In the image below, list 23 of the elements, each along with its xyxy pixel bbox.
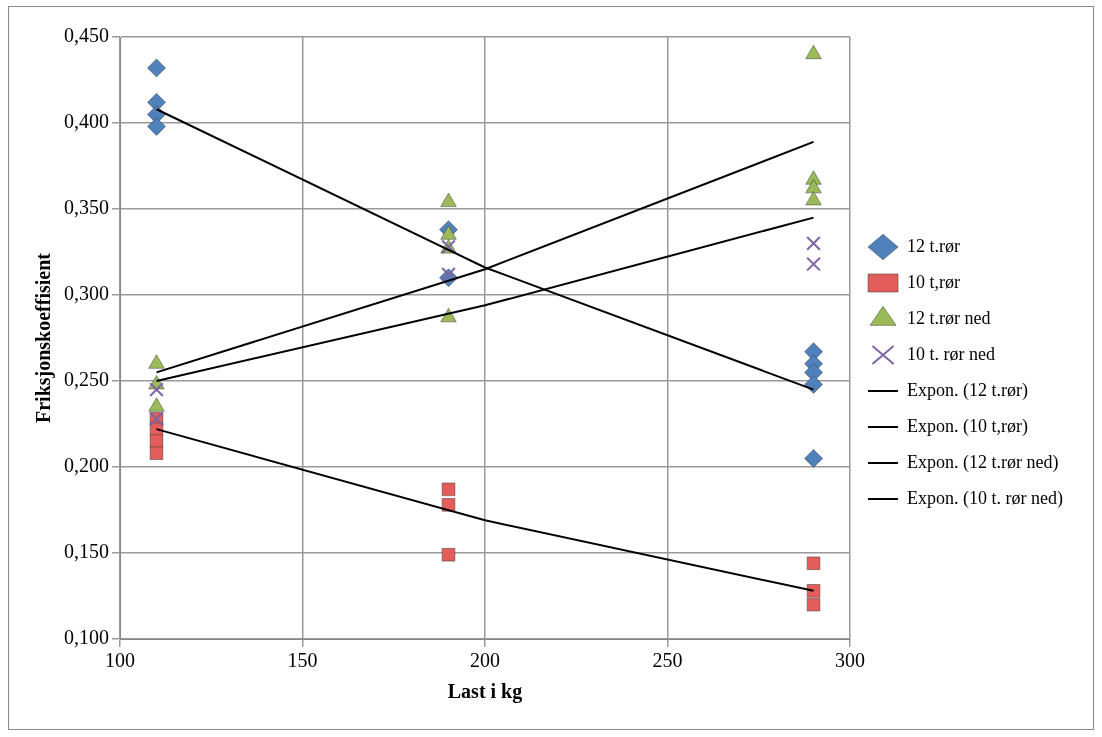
legend-label: Expon. (10 t,rør) bbox=[907, 415, 1029, 437]
x-tick-label: 200 bbox=[470, 649, 501, 672]
y-tick-label: 0,350 bbox=[64, 196, 109, 219]
x-axis-title: Last i kg bbox=[447, 680, 523, 704]
y-tick-label: 0,300 bbox=[64, 282, 109, 305]
y-tick-label: 0,450 bbox=[64, 24, 109, 47]
x-tick-label: 150 bbox=[287, 649, 318, 672]
legend-label: Expon. (12 t.rør ned) bbox=[907, 451, 1059, 473]
y-tick-label: 0,100 bbox=[64, 626, 109, 649]
y-axis-title: Friksjonskoeffisient bbox=[32, 252, 56, 423]
legend-label: 10 t. rør ned bbox=[907, 343, 996, 364]
y-tick-label: 0,250 bbox=[64, 368, 109, 391]
x-tick-label: 100 bbox=[105, 649, 135, 672]
x-tick-label: 300 bbox=[835, 649, 866, 672]
legend-label: Expon. (10 t. rør ned) bbox=[907, 487, 1064, 509]
x-tick-label: 250 bbox=[652, 649, 683, 672]
y-tick-label: 0,400 bbox=[64, 110, 109, 133]
y-tick-label: 0,200 bbox=[64, 454, 109, 477]
legend-label: 12 t.rør bbox=[907, 235, 961, 256]
legend-label: 12 t.rør ned bbox=[907, 307, 991, 328]
legend-label: 10 t,rør bbox=[907, 271, 961, 292]
legend-label: Expon. (12 t.rør) bbox=[907, 379, 1029, 401]
y-tick-label: 0,150 bbox=[64, 540, 109, 563]
